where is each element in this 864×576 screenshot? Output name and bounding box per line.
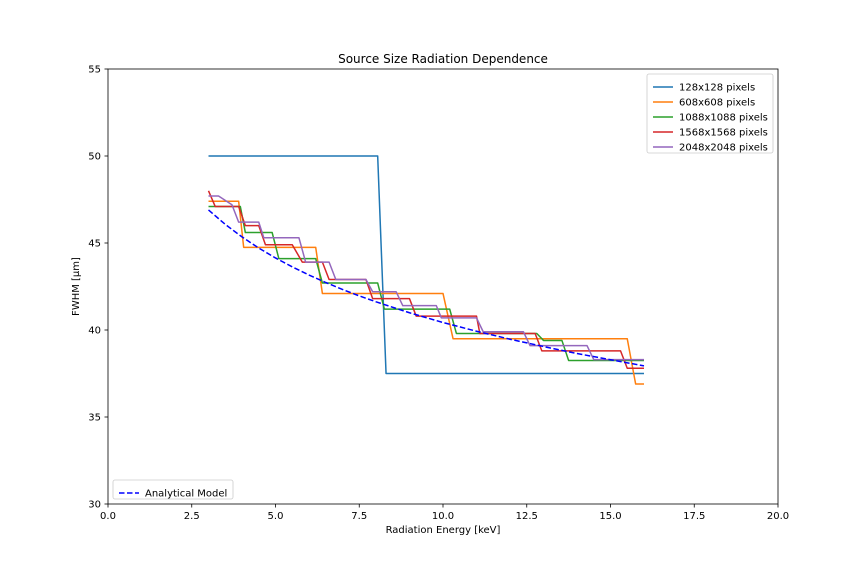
legend-label-128x128-pixels: 128x128 pixels [679,83,755,94]
legend-lower-left: Analytical Model [112,479,234,500]
y-tick-label: 50 [88,152,101,163]
series-line-1088x1088-pixels [208,205,644,362]
x-tick-label: 7.5 [351,511,367,522]
legend-upper-right: 128x128 pixels 608x608 pixels 1088x1088 pi… [646,73,774,154]
legend-label-analytical-model: Analytical Model [145,489,227,500]
y-tick-label: 35 [88,413,101,424]
y-tick-label: 30 [88,500,101,511]
x-tick-label: 17.5 [683,511,705,522]
y-tick-label: 40 [88,326,101,337]
legend-label-2048x2048-pixels: 2048x2048 pixels [679,143,768,154]
series-line-608x608-pixels [208,200,644,385]
series-line-128x128-pixels [208,155,644,375]
legend-box [112,479,234,500]
y-axis-ticks: 30 35 40 45 50 55 [88,65,108,511]
x-tick-label: 0.0 [100,511,116,522]
x-tick-label: 10.0 [432,511,454,522]
x-tick-label: 15.0 [599,511,621,522]
y-axis-label: FWHM [μm] [71,257,82,316]
series-line-2048x2048-pixels [208,195,644,361]
series-layer [207,155,645,385]
x-tick-label: 5.0 [268,511,284,522]
chart-title: Source Size Radiation Dependence [338,52,548,66]
x-tick-label: 2.5 [184,511,200,522]
legend-box [646,73,774,154]
y-tick-label: 45 [88,239,101,250]
x-tick-label: 12.5 [516,511,538,522]
x-axis-label: Radiation Energy [keV] [386,525,501,536]
x-axis-ticks: 0.0 2.5 5.0 7.5 10.0 12.5 15.0 17.5 20.0 [100,504,789,522]
legend-label-1568x1568-pixels: 1568x1568 pixels [679,128,768,139]
legend-label-1088x1088-pixels: 1088x1088 pixels [679,113,768,124]
y-tick-label: 55 [88,65,101,76]
legend-label-608x608-pixels: 608x608 pixels [679,98,755,109]
x-tick-label: 20.0 [767,511,789,522]
